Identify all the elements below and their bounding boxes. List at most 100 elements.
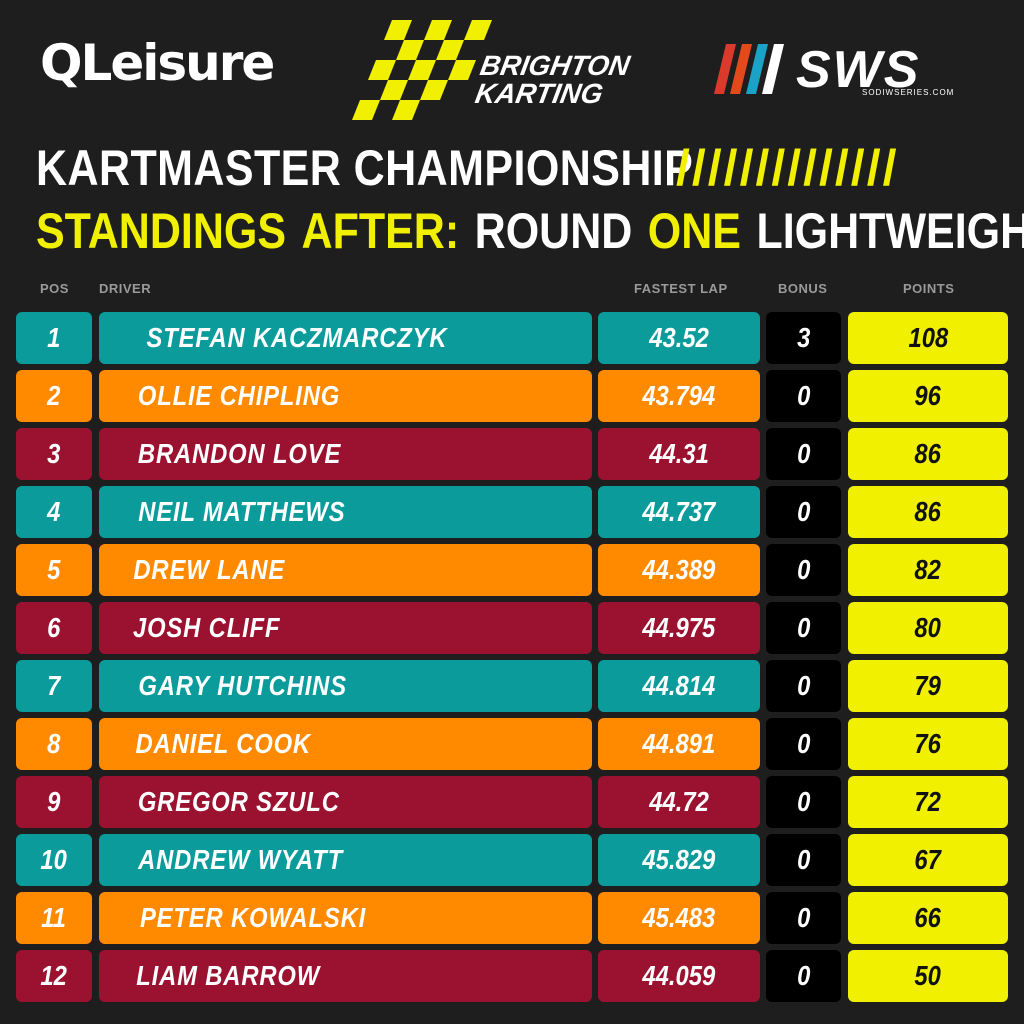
fastest-lap-cell-text: 44.975 <box>642 612 716 643</box>
header-fastest-lap: FASTEST LAP <box>634 281 728 296</box>
bonus-cell-text: 0 <box>796 960 811 991</box>
fastest-lap-cell-text: 45.483 <box>642 902 716 933</box>
position-cell: 7 <box>16 660 92 712</box>
bonus-cell: 0 <box>766 602 841 654</box>
points-cell: 67 <box>848 834 1008 886</box>
driver-cell: ANDREW WYATT <box>99 834 592 886</box>
bonus-cell: 0 <box>766 834 841 886</box>
fastest-lap-cell: 44.31 <box>598 428 760 480</box>
title-slashes-decoration: ////////////// <box>676 140 899 196</box>
brighton-karting-logo: BRIGHTON KARTING <box>352 20 642 120</box>
fastest-lap-cell-text: 43.794 <box>642 380 716 411</box>
fastest-lap-cell-text: 44.31 <box>649 438 709 469</box>
driver-cell-text: DREW LANE <box>133 554 286 585</box>
fastest-lap-cell: 44.72 <box>598 776 760 828</box>
driver-cell: JOSH CLIFF <box>99 602 592 654</box>
table-row: 2 OLLIE CHIPLING 43.794 0 96 <box>0 370 1024 422</box>
points-cell: 50 <box>848 950 1008 1002</box>
bonus-cell: 0 <box>766 428 841 480</box>
fastest-lap-cell: 44.891 <box>598 718 760 770</box>
table-row: 1 STEFAN KACZMARCZYK 43.52 3 108 <box>0 312 1024 364</box>
points-cell-text: 66 <box>914 902 942 933</box>
bonus-cell: 0 <box>766 718 841 770</box>
header-driver: DRIVER <box>99 281 152 296</box>
bonus-cell-text: 0 <box>796 728 811 759</box>
position-cell-text: 7 <box>47 670 61 701</box>
points-cell-text: 50 <box>914 960 942 991</box>
driver-cell: GREGOR SZULC <box>99 776 592 828</box>
position-cell: 1 <box>16 312 92 364</box>
qleisure-logo: QLeisure <box>40 34 275 92</box>
subtitle-word-lightweight: LIGHTWEIGHT <box>756 203 1024 259</box>
fastest-lap-cell: 45.829 <box>598 834 760 886</box>
fastest-lap-cell-text: 44.389 <box>642 554 716 585</box>
driver-cell-text: OLLIE CHIPLING <box>137 380 341 411</box>
fastest-lap-cell: 44.389 <box>598 544 760 596</box>
checkered-flag-icon <box>352 20 492 120</box>
position-cell: 3 <box>16 428 92 480</box>
points-cell: 79 <box>848 660 1008 712</box>
driver-cell: PETER KOWALSKI <box>99 892 592 944</box>
points-cell: 86 <box>848 486 1008 538</box>
karting-text: KARTING <box>472 78 606 109</box>
points-cell-text: 76 <box>914 728 942 759</box>
fastest-lap-cell: 44.975 <box>598 602 760 654</box>
position-cell-text: 4 <box>47 496 61 527</box>
fastest-lap-cell-text: 44.814 <box>642 670 716 701</box>
driver-cell: GARY HUTCHINS <box>99 660 592 712</box>
points-cell-text: 72 <box>914 786 942 817</box>
driver-cell-text: GREGOR SZULC <box>137 786 340 817</box>
position-cell: 10 <box>16 834 92 886</box>
fastest-lap-cell-text: 44.059 <box>642 960 716 991</box>
driver-cell: OLLIE CHIPLING <box>99 370 592 422</box>
bonus-cell: 0 <box>766 486 841 538</box>
points-cell: 82 <box>848 544 1008 596</box>
points-cell-text: 67 <box>914 844 942 875</box>
fastest-lap-cell: 43.794 <box>598 370 760 422</box>
bonus-cell: 0 <box>766 776 841 828</box>
bonus-cell-text: 0 <box>796 612 811 643</box>
fastest-lap-cell-text: 44.72 <box>649 786 709 817</box>
driver-cell-text: JOSH CLIFF <box>133 612 281 643</box>
points-cell-text: 86 <box>914 496 942 527</box>
racing-stripes-icon <box>714 44 784 94</box>
fastest-lap-cell: 44.737 <box>598 486 760 538</box>
driver-cell-text: STEFAN KACZMARCZYK <box>146 322 448 353</box>
position-cell: 12 <box>16 950 92 1002</box>
bonus-cell-text: 0 <box>796 902 811 933</box>
driver-cell: LIAM BARROW <box>99 950 592 1002</box>
table-row: 4 NEIL MATTHEWS 44.737 0 86 <box>0 486 1024 538</box>
position-cell: 8 <box>16 718 92 770</box>
points-cell-text: 96 <box>914 380 942 411</box>
logo-bar: QLeisure BRIGHTON KARTING <box>0 0 1024 130</box>
sws-website: SODIWSERIES.COM <box>862 88 955 97</box>
position-cell-text: 12 <box>40 960 68 991</box>
bonus-cell-text: 3 <box>796 322 811 353</box>
driver-cell-text: GARY HUTCHINS <box>138 670 347 701</box>
points-cell: 86 <box>848 428 1008 480</box>
position-cell: 2 <box>16 370 92 422</box>
position-cell: 4 <box>16 486 92 538</box>
bonus-cell: 0 <box>766 370 841 422</box>
driver-cell: STEFAN KACZMARCZYK <box>99 312 592 364</box>
points-cell: 76 <box>848 718 1008 770</box>
subtitle-word-round: ROUND <box>474 203 633 259</box>
points-cell-text: 108 <box>908 322 948 353</box>
position-cell-text: 6 <box>47 612 61 643</box>
fastest-lap-cell-text: 44.891 <box>642 728 716 759</box>
driver-cell: NEIL MATTHEWS <box>99 486 592 538</box>
position-cell-text: 8 <box>47 728 61 759</box>
table-row: 5 DREW LANE 44.389 0 82 <box>0 544 1024 596</box>
driver-cell-text: ANDREW WYATT <box>138 844 344 875</box>
points-cell-text: 80 <box>914 612 942 643</box>
table-row: 11 PETER KOWALSKI 45.483 0 66 <box>0 892 1024 944</box>
header-pos: POS <box>40 281 69 296</box>
table-row: 7 GARY HUTCHINS 44.814 0 79 <box>0 660 1024 712</box>
points-cell-text: 79 <box>914 670 942 701</box>
sws-wordmark: SWS <box>796 41 921 99</box>
driver-cell-text: NEIL MATTHEWS <box>138 496 346 527</box>
fastest-lap-cell: 44.059 <box>598 950 760 1002</box>
position-cell-text: 2 <box>47 380 61 411</box>
driver-cell-text: PETER KOWALSKI <box>139 902 367 933</box>
